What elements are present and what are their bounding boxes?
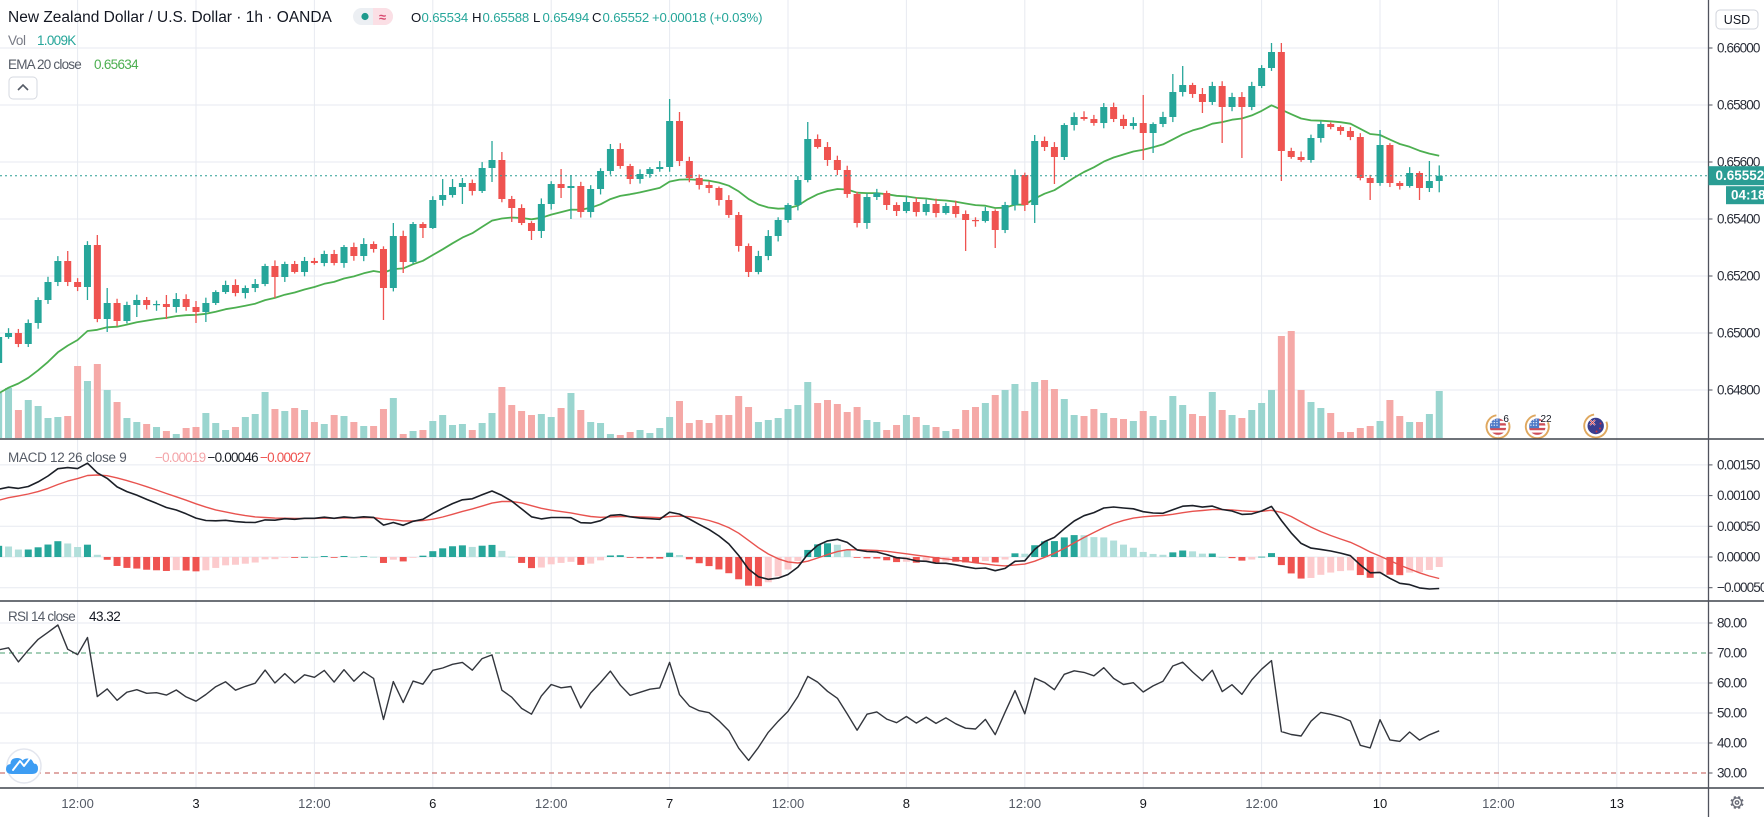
- svg-text:8: 8: [903, 796, 910, 811]
- svg-text:+0.00018 (+0.03%): +0.00018 (+0.03%): [652, 10, 762, 25]
- svg-text:0.00100: 0.00100: [1717, 488, 1760, 503]
- svg-text:9: 9: [1140, 796, 1147, 811]
- svg-text:7: 7: [666, 796, 673, 811]
- svg-text:0.65600: 0.65600: [1717, 155, 1760, 170]
- svg-text:0.00050: 0.00050: [1717, 519, 1760, 534]
- svg-text:04:18: 04:18: [1731, 188, 1764, 203]
- svg-text:−0.00050: −0.00050: [1717, 580, 1764, 595]
- svg-text:0.65200: 0.65200: [1717, 269, 1760, 284]
- svg-text:USD: USD: [1724, 13, 1750, 27]
- svg-text:12:00: 12:00: [298, 796, 331, 811]
- svg-text:0.65534: 0.65534: [422, 10, 469, 25]
- svg-text:70.00: 70.00: [1717, 646, 1747, 661]
- svg-text:12:00: 12:00: [772, 796, 805, 811]
- svg-text:43.32: 43.32: [89, 609, 120, 624]
- svg-text:Vol: Vol: [8, 33, 26, 48]
- svg-text:12:00: 12:00: [1482, 796, 1515, 811]
- svg-text:0.65494: 0.65494: [543, 10, 590, 25]
- svg-text:−0.00027: −0.00027: [260, 450, 311, 465]
- svg-text:≈: ≈: [379, 10, 386, 25]
- svg-text:0.65588: 0.65588: [483, 10, 530, 25]
- svg-text:80.00: 80.00: [1717, 616, 1747, 631]
- svg-text:10: 10: [1373, 796, 1387, 811]
- svg-text:EMA 20 close: EMA 20 close: [8, 57, 81, 72]
- svg-text:0.65634: 0.65634: [94, 57, 139, 72]
- svg-text:30.00: 30.00: [1717, 766, 1747, 781]
- svg-text:22: 22: [1541, 414, 1553, 425]
- svg-text:L: L: [533, 10, 540, 25]
- svg-text:1.009K: 1.009K: [37, 33, 76, 48]
- svg-text:40.00: 40.00: [1717, 736, 1747, 751]
- svg-text:C: C: [592, 10, 602, 25]
- svg-text:0.65400: 0.65400: [1717, 212, 1760, 227]
- svg-text:0.64800: 0.64800: [1717, 383, 1760, 398]
- svg-text:0.65000: 0.65000: [1717, 326, 1760, 341]
- svg-text:0.65552: 0.65552: [603, 10, 650, 25]
- svg-text:6: 6: [1503, 414, 1509, 425]
- svg-text:13: 13: [1610, 796, 1624, 811]
- svg-text:6: 6: [429, 796, 436, 811]
- svg-text:H: H: [472, 10, 482, 25]
- svg-text:12:00: 12:00: [1245, 796, 1278, 811]
- svg-text:MACD 12 26 close 9: MACD 12 26 close 9: [8, 450, 126, 465]
- svg-text:3: 3: [192, 796, 199, 811]
- svg-text:0.00150: 0.00150: [1717, 457, 1760, 472]
- svg-text:0.65552: 0.65552: [1716, 168, 1764, 183]
- svg-text:−0.00019: −0.00019: [155, 450, 206, 465]
- svg-text:12:00: 12:00: [61, 796, 94, 811]
- svg-text:50.00: 50.00: [1717, 706, 1747, 721]
- svg-text:0.66000: 0.66000: [1717, 41, 1760, 56]
- svg-text:New Zealand Dollar / U.S. Doll: New Zealand Dollar / U.S. Dollar · 1h · …: [8, 9, 333, 26]
- svg-text:O: O: [411, 10, 421, 25]
- svg-text:RSI 14 close: RSI 14 close: [8, 609, 75, 624]
- svg-text:12:00: 12:00: [535, 796, 568, 811]
- svg-text:0.65800: 0.65800: [1717, 98, 1760, 113]
- svg-text:12:00: 12:00: [1009, 796, 1042, 811]
- svg-text:60.00: 60.00: [1717, 676, 1747, 691]
- svg-text:0.00000: 0.00000: [1717, 550, 1760, 565]
- svg-text:−0.00046: −0.00046: [208, 450, 259, 465]
